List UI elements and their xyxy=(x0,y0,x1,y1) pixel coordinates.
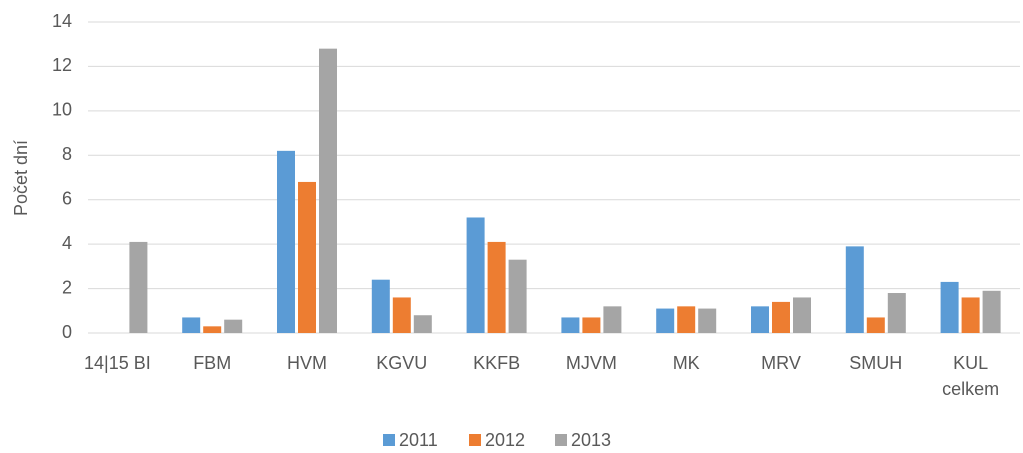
bar xyxy=(772,301,790,333)
y-tick-label: 10 xyxy=(52,100,72,120)
bar xyxy=(508,259,527,333)
bar xyxy=(940,281,959,333)
bar xyxy=(392,297,411,333)
bar xyxy=(129,241,148,333)
bar xyxy=(277,150,295,333)
bar xyxy=(203,326,222,333)
bar xyxy=(845,246,864,333)
legend-swatch xyxy=(555,434,567,446)
legend-label: 2012 xyxy=(485,430,525,450)
x-tick-label: MK xyxy=(672,353,700,373)
y-tick-label: 12 xyxy=(52,55,72,75)
bar xyxy=(961,297,980,333)
bar xyxy=(698,308,717,333)
legend-label: 2013 xyxy=(571,430,611,450)
y-tick-label: 14 xyxy=(52,11,72,31)
y-axis-label: Počet dní xyxy=(11,140,31,216)
x-tick-label: KUL celkem xyxy=(942,353,1000,399)
x-tick-label: 14|15 BI xyxy=(84,353,151,373)
y-tick-label: 2 xyxy=(62,277,72,297)
y-tick-label: 8 xyxy=(62,144,72,164)
bar xyxy=(413,315,432,333)
bar xyxy=(793,297,811,333)
x-tick-label: FBM xyxy=(193,353,232,373)
x-tick-label: SMUH xyxy=(849,353,903,373)
bar xyxy=(677,306,696,333)
bar xyxy=(887,293,906,333)
y-tick-label: 4 xyxy=(62,233,72,253)
bar xyxy=(224,319,243,333)
bar xyxy=(582,317,601,333)
y-tick-label: 6 xyxy=(62,188,72,208)
bar xyxy=(371,279,390,333)
bar xyxy=(487,241,506,333)
x-tick-label: MRV xyxy=(761,353,801,373)
bar xyxy=(298,181,316,333)
legend-swatch xyxy=(383,434,395,446)
x-tick-label: KKFB xyxy=(473,353,521,373)
bar xyxy=(866,317,885,333)
y-tick-label: 0 xyxy=(62,322,72,342)
bar xyxy=(751,306,769,333)
bar xyxy=(466,217,485,333)
x-tick-label: KGVU xyxy=(376,353,428,373)
bar xyxy=(656,308,675,333)
bar xyxy=(319,48,337,334)
x-tick-label: MJVM xyxy=(565,353,617,373)
bar xyxy=(603,306,622,333)
bar xyxy=(182,317,201,333)
bar xyxy=(982,290,1001,333)
bar xyxy=(561,317,580,333)
legend-label: 2011 xyxy=(399,430,438,450)
legend-swatch xyxy=(469,434,481,446)
x-tick-label: HVM xyxy=(287,353,327,373)
